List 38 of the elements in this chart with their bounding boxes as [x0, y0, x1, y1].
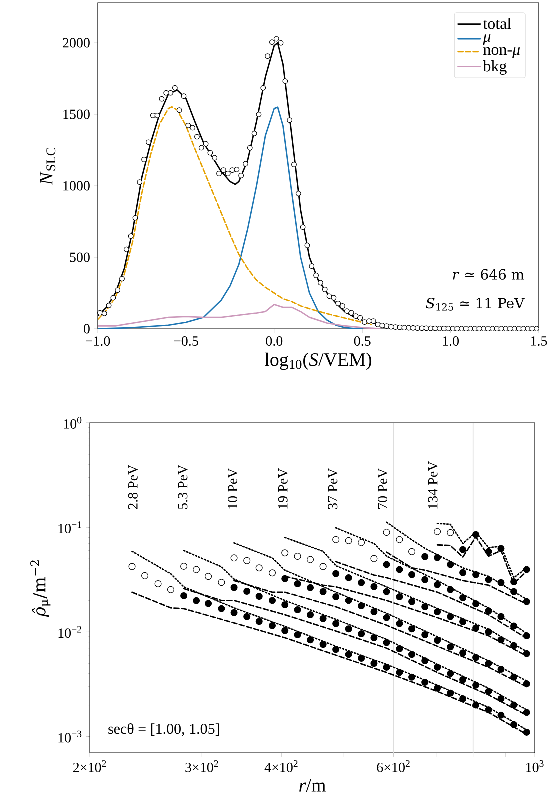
x-tick-label: 3×10$^{2}$	[186, 760, 218, 772]
x-tick-label: 4×10$^{2}$	[264, 760, 298, 772]
annotation: S$_{125}$ ≃ 11 PeV	[426, 298, 525, 311]
x-tick-label: 6×10$^{2}$	[377, 760, 410, 772]
y-tick-label: 500	[70, 252, 90, 262]
y-tick-label: 10$^{0}$	[64, 417, 82, 429]
annotation: 70 PeV	[378, 468, 388, 509]
x-axis-title: r/m	[300, 779, 326, 792]
y-tick-label: 10$^{−3}$	[58, 730, 82, 743]
y-tick-label: 1500	[64, 110, 90, 120]
annotation: 5.3 PeV	[178, 464, 188, 510]
x-tick-label: 10$^{3}$	[526, 760, 544, 772]
annotation: 37 PeV	[328, 468, 338, 510]
x-tick-label: 0.0	[266, 336, 283, 346]
y-axis-title: N$_{SLC}$	[40, 148, 56, 186]
x-tick-label: −0.5	[174, 336, 198, 346]
y-tick-label: 1000	[64, 181, 90, 191]
y-tick-label: 2000	[63, 38, 90, 48]
x-axis-title: log$_{10}$(S/VEM)	[265, 352, 372, 370]
annotation: 134 PeV	[428, 461, 438, 509]
x-tick-label: −1.0	[86, 336, 110, 346]
x-tick-label: 1.0	[443, 336, 460, 346]
y-tick-label: 0	[84, 324, 90, 334]
legend-label: bkg	[483, 60, 507, 76]
x-tick-label: 0.5	[354, 336, 371, 346]
annotation: r ≃ 646 m	[453, 269, 524, 280]
x-tick-label: 2×10$^{2}$	[73, 760, 106, 772]
annotation: secθ = [1.00, 1.05]	[108, 724, 220, 736]
legend-label: non-μ	[484, 47, 520, 58]
y-axis-title: ρ̂$_{μ}$/m$^{−2}$	[30, 560, 51, 618]
legend-label: μ	[483, 34, 491, 46]
annotation: 19 PeV	[278, 468, 288, 509]
y-tick-label: 10$^{−2}$	[58, 626, 82, 638]
annotation: 2.8 PeV	[128, 464, 138, 510]
annotation: 10 PeV	[228, 468, 238, 509]
legend-label: total	[483, 18, 512, 30]
y-tick-label: 10$^{−1}$	[58, 522, 82, 534]
x-tick-label: 1.5	[531, 336, 548, 346]
